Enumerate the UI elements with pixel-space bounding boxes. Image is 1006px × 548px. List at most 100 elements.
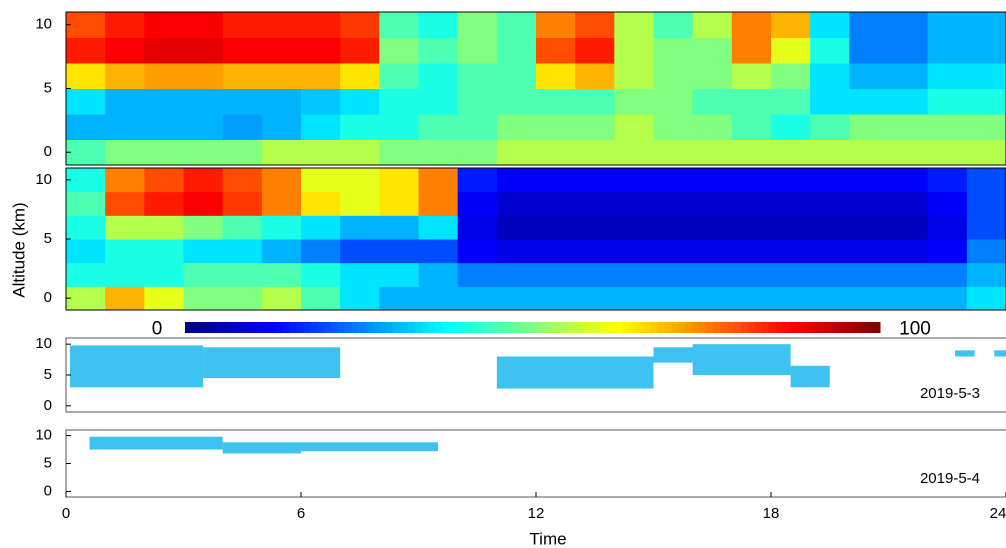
colorbar-step — [379, 322, 388, 333]
heatmap-cell — [692, 139, 733, 166]
heatmap-cell — [66, 12, 106, 38]
heatmap-cell — [927, 139, 968, 166]
y-axis-label: Altitude (km) — [9, 202, 28, 297]
heatmap-cell — [105, 168, 145, 193]
heatmap-cell — [261, 114, 302, 140]
x-tick-label: 18 — [763, 505, 780, 522]
heatmap-cell — [888, 139, 929, 166]
heatmap-cell — [888, 262, 929, 287]
heatmap-cell — [144, 114, 184, 140]
heatmap-cell — [183, 37, 224, 64]
heatmap-cell — [849, 114, 889, 140]
heatmap-cell — [144, 262, 184, 287]
heatmap-cell — [966, 262, 1006, 287]
heatmap-cell — [692, 286, 733, 311]
heatmap-cell — [849, 191, 889, 216]
heatmap-cell — [340, 262, 380, 287]
colorbar-step — [532, 322, 540, 333]
heatmap-cell — [457, 63, 498, 89]
heatmap-cell — [536, 168, 576, 193]
heatmap-cell — [810, 191, 850, 216]
heatmap-cell — [261, 168, 302, 193]
colorbar-step — [539, 322, 547, 333]
heatmap-cell — [418, 12, 459, 38]
heatmap-cell — [418, 37, 459, 64]
heatmap-cell — [731, 262, 772, 287]
heatmap-cell — [888, 88, 929, 115]
heatmap-cell — [418, 262, 459, 287]
heatmap-cell — [731, 168, 772, 193]
colorbar-step — [400, 322, 408, 333]
heatmap-cell — [849, 63, 889, 89]
heatmap-cell — [653, 191, 694, 216]
heatmap-cell — [144, 215, 184, 240]
heatmap-cell — [340, 215, 380, 240]
colorbar-step — [414, 322, 422, 333]
heatmap-cell — [849, 12, 889, 38]
heatmap-cell — [888, 215, 929, 240]
colorbar-step — [602, 322, 610, 333]
heatmap-cell — [105, 63, 145, 89]
heatmap-cell — [731, 139, 772, 166]
heatmap-cell — [340, 12, 380, 38]
heatmap-cell — [771, 12, 811, 38]
heatmap-cell — [888, 12, 929, 38]
heatmap-cell — [301, 168, 341, 193]
heatmap-cell — [105, 215, 145, 240]
heatmap-cell — [692, 168, 733, 193]
heatmap-cell — [927, 191, 968, 216]
heatmap-cell — [183, 286, 224, 311]
heatmap-cell — [536, 63, 576, 89]
heatmap-cell — [927, 215, 968, 240]
heatmap-cell — [379, 63, 419, 89]
heatmap-cell — [379, 88, 419, 115]
colorbar-step — [476, 322, 485, 333]
heatmap-cell — [379, 286, 419, 311]
heatmap-cell — [692, 191, 733, 216]
heatmap-cell — [653, 286, 694, 311]
heatmap-cell — [105, 139, 145, 166]
heatmap-cell — [653, 239, 694, 264]
heatmap-cell — [927, 168, 968, 193]
x-tick-label: 24 — [990, 505, 1006, 522]
colorbar-step — [657, 322, 666, 333]
heatmap-cell — [105, 286, 145, 311]
heatmap-cell — [261, 12, 302, 38]
colorbar-step — [372, 322, 381, 333]
heatmap-cell — [222, 88, 263, 115]
colorbar-step — [282, 322, 290, 333]
heatmap-cell — [144, 139, 184, 166]
y-tick-label: 5 — [44, 79, 52, 96]
heatmap-cell — [966, 139, 1006, 166]
heatmap-cell — [379, 37, 419, 64]
heatmap-cell — [301, 239, 341, 264]
heatmap-cell — [888, 191, 929, 216]
colorbar-step — [859, 322, 867, 333]
colorbar-step — [643, 322, 652, 333]
colorbar-step — [581, 322, 589, 333]
colorbar-step — [636, 322, 645, 333]
colorbar-step — [191, 322, 200, 333]
colorbar-step — [574, 322, 582, 333]
heatmap-cell — [536, 191, 576, 216]
heatmap-cell — [144, 12, 184, 38]
heatmap-cell — [966, 37, 1006, 64]
heatmap-cell — [183, 168, 224, 193]
heatmap-cell — [379, 114, 419, 140]
colorbar-step — [421, 322, 429, 333]
heatmap-cell — [340, 239, 380, 264]
heatmap-cell — [614, 114, 654, 140]
y-tick-label: 5 — [44, 454, 52, 471]
colorbar-step — [233, 322, 242, 333]
heatmap-cell — [771, 114, 811, 140]
heatmap-cell — [301, 215, 341, 240]
colorbar-step — [351, 322, 360, 333]
heatmap-cell — [301, 12, 341, 38]
heatmap-cell — [849, 262, 889, 287]
heatmap-cell — [496, 88, 537, 115]
heatmap-cell — [614, 239, 654, 264]
colorbar-step — [212, 322, 221, 333]
heatmap-cell — [536, 286, 576, 311]
colorbar-step — [275, 322, 283, 333]
colorbar-step — [615, 322, 624, 333]
